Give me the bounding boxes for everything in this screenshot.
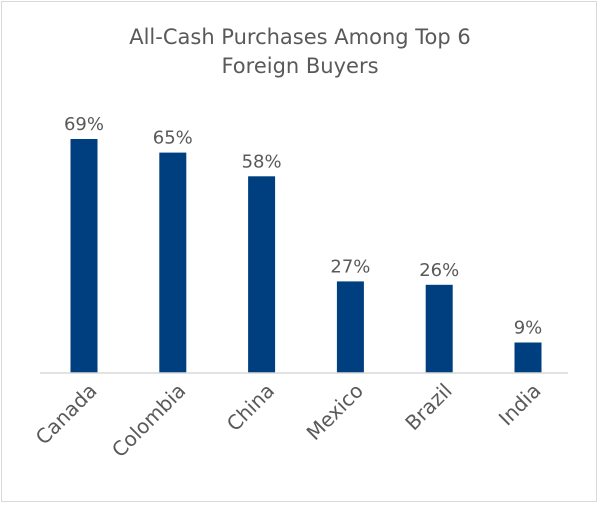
bar-canada — [70, 139, 98, 373]
data-label-colombia: 65% — [153, 128, 193, 149]
x-tick-label-india: India — [494, 379, 546, 431]
data-label-canada: 69% — [64, 114, 104, 135]
data-label-brazil: 26% — [419, 260, 459, 281]
data-labels-layer: 69% 65% 58% 27% 26% 9% — [64, 114, 542, 339]
data-label-mexico: 27% — [330, 256, 370, 277]
x-tick-label-mexico: Mexico — [302, 379, 368, 445]
data-label-india: 9% — [514, 318, 543, 339]
x-tick-label-colombia: Colombia — [107, 379, 190, 462]
data-label-china: 58% — [242, 151, 282, 172]
bar-china — [248, 176, 276, 373]
chart-title-line-1: All-Cash Purchases Among Top 6 — [129, 25, 471, 49]
x-tick-label-canada: Canada — [31, 379, 102, 450]
bar-brazil — [425, 284, 453, 373]
bar-colombia — [159, 152, 187, 373]
chart-title-line-2: Foreign Buyers — [221, 54, 378, 78]
bar-india — [514, 342, 542, 373]
x-tick-label-china: China — [222, 379, 279, 436]
bars-layer — [70, 139, 542, 373]
bar-mexico — [336, 281, 364, 373]
x-tick-label-brazil: Brazil — [400, 379, 456, 435]
x-tick-labels-layer: Canada Colombia China Mexico Brazil India — [31, 379, 546, 462]
